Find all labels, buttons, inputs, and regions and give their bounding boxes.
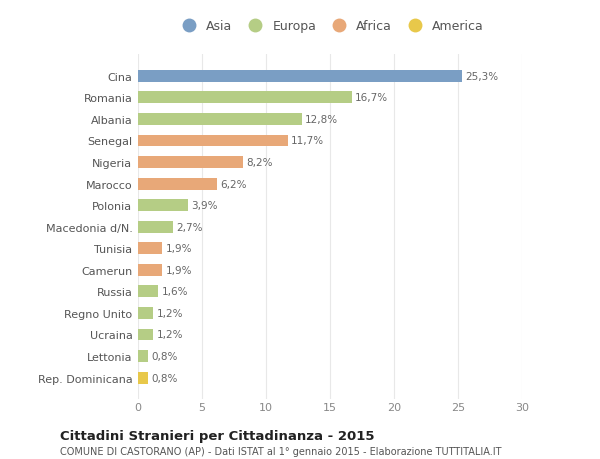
- Text: 6,2%: 6,2%: [221, 179, 247, 189]
- Text: 12,8%: 12,8%: [305, 115, 338, 125]
- Text: 25,3%: 25,3%: [465, 72, 498, 82]
- Bar: [138, 329, 154, 341]
- Text: 1,6%: 1,6%: [161, 287, 188, 297]
- Bar: [138, 71, 462, 83]
- Bar: [138, 264, 163, 276]
- Text: 2,7%: 2,7%: [176, 222, 202, 232]
- Bar: [138, 221, 173, 233]
- Bar: [138, 157, 243, 168]
- Text: 8,2%: 8,2%: [246, 158, 272, 168]
- Text: 1,2%: 1,2%: [157, 308, 183, 318]
- Text: 3,9%: 3,9%: [191, 201, 218, 211]
- Text: 1,9%: 1,9%: [166, 244, 192, 254]
- Text: 11,7%: 11,7%: [291, 136, 324, 146]
- Bar: [138, 350, 148, 362]
- Text: 0,8%: 0,8%: [151, 351, 178, 361]
- Text: 1,2%: 1,2%: [157, 330, 183, 340]
- Bar: [138, 286, 158, 297]
- Text: COMUNE DI CASTORANO (AP) - Dati ISTAT al 1° gennaio 2015 - Elaborazione TUTTITAL: COMUNE DI CASTORANO (AP) - Dati ISTAT al…: [60, 446, 502, 456]
- Bar: [138, 135, 288, 147]
- Text: 1,9%: 1,9%: [166, 265, 192, 275]
- Bar: [138, 114, 302, 126]
- Text: 16,7%: 16,7%: [355, 93, 388, 103]
- Bar: [138, 243, 163, 255]
- Text: Cittadini Stranieri per Cittadinanza - 2015: Cittadini Stranieri per Cittadinanza - 2…: [60, 429, 374, 442]
- Bar: [138, 178, 217, 190]
- Bar: [138, 200, 188, 212]
- Bar: [138, 308, 154, 319]
- Legend: Asia, Europa, Africa, America: Asia, Europa, Africa, America: [172, 17, 488, 37]
- Text: 0,8%: 0,8%: [151, 373, 178, 383]
- Bar: [138, 92, 352, 104]
- Bar: [138, 372, 148, 384]
